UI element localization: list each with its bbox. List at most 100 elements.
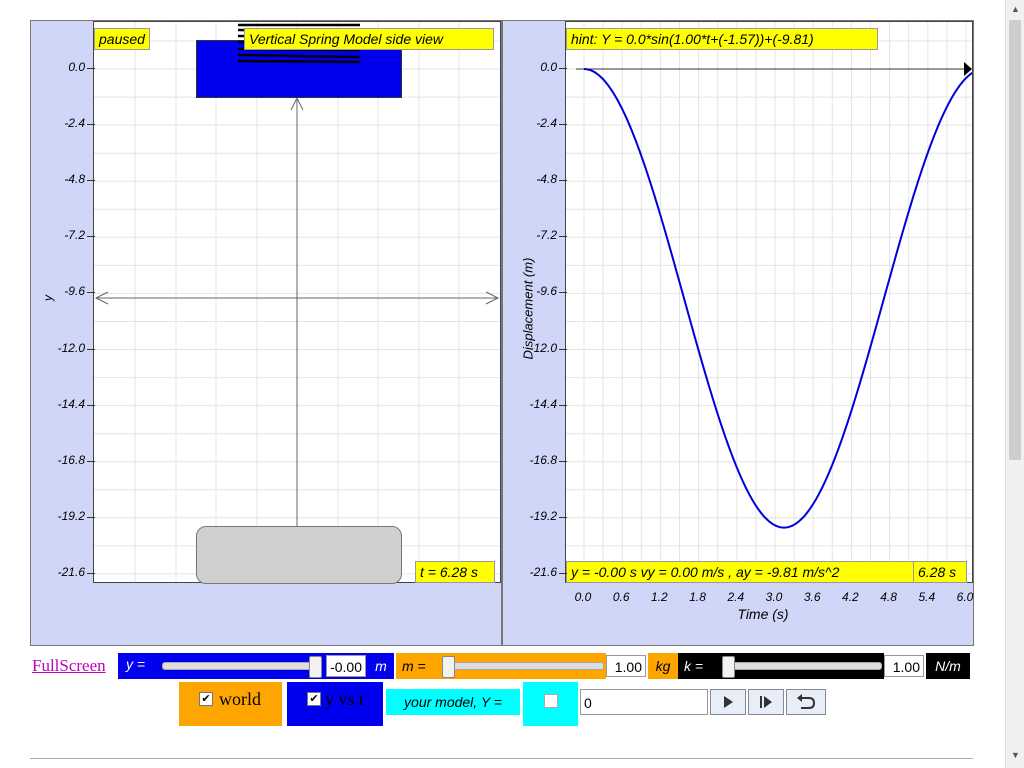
ground-block: [196, 526, 402, 584]
y-tick-mark: [87, 68, 95, 69]
scroll-down-icon[interactable]: ▼: [1011, 750, 1020, 760]
graph-x-axis-label: Time (s): [737, 606, 789, 622]
y-tick-label: -9.6: [536, 284, 557, 299]
y-tick-label: -4.8: [64, 172, 85, 187]
y-tick-mark: [87, 236, 95, 238]
x-tick-label: 0.6: [612, 590, 630, 604]
m-unit: kg: [648, 653, 678, 679]
scroll-up-icon[interactable]: ▲: [1011, 4, 1020, 14]
motion-readout: y = -0.00 s vy = 0.00 m/s , ay = -9.81 m…: [566, 561, 914, 583]
x-tick-label: 6.0: [956, 590, 974, 604]
step-icon: [760, 696, 772, 708]
y-tick-mark: [87, 404, 95, 406]
world-y-axis-label: y: [41, 295, 55, 301]
x-tick-label: 2.4: [727, 590, 745, 604]
y-tick-mark: [87, 460, 95, 462]
world-checkbox[interactable]: ✔: [199, 692, 213, 706]
reset-button[interactable]: [786, 689, 826, 715]
y-tick-label: -4.8: [536, 172, 557, 187]
y-tick-label: 0.0: [68, 60, 85, 74]
yvst-toggle[interactable]: ✔ y vs t: [287, 682, 383, 726]
x-tick-label: 0.0: [574, 590, 592, 604]
x-tick-label: 3.0: [765, 590, 783, 604]
time-readout: 6.28 s: [913, 561, 967, 583]
world-plot-area[interactable]: paused Vertical Spring Model side view t…: [93, 21, 501, 584]
yvst-checkbox[interactable]: ✔: [307, 692, 321, 706]
y-tick-label: -7.2: [536, 228, 557, 243]
model-checkbox[interactable]: [544, 694, 558, 708]
y-tick-mark: [559, 460, 567, 462]
x-tick-label: 5.4: [918, 590, 936, 604]
k-unit: N/m: [926, 653, 970, 679]
y-slider-thumb[interactable]: [309, 656, 322, 678]
scroll-thumb[interactable]: [1009, 20, 1021, 460]
y-tick-label: -21.6: [57, 564, 85, 579]
play-button[interactable]: [710, 689, 746, 715]
k-slider-track[interactable]: [722, 662, 882, 670]
reset-icon: [797, 694, 816, 709]
graph-panel: hint: Y = 0.0*sin(1.00*t+(-1.57))+(-9.81…: [502, 20, 974, 646]
k-value-field[interactable]: 1.00: [884, 655, 924, 677]
y-tick-mark: [559, 572, 567, 574]
m-slider-thumb[interactable]: [442, 656, 455, 678]
status-label: paused: [94, 28, 150, 50]
y-tick-mark: [559, 404, 567, 406]
y-tick-label: -12.0: [529, 340, 557, 355]
page-scrollbar[interactable]: ▲ ▼: [1005, 0, 1024, 768]
graph-y-axis-label: Displacement (m): [520, 257, 536, 360]
time-label: t = 6.28 s: [415, 561, 495, 583]
y-tick-label: -7.2: [64, 228, 85, 243]
world-title: Vertical Spring Model side view: [244, 28, 494, 50]
y-tick-mark: [87, 348, 95, 350]
bottom-divider: [30, 758, 973, 759]
y-tick-label: -16.8: [529, 452, 557, 467]
y-tick-mark: [559, 348, 567, 350]
fullscreen-link[interactable]: FullScreen: [32, 656, 106, 675]
y-tick-mark: [559, 516, 567, 518]
model-input[interactable]: 0: [580, 689, 708, 715]
y-tick-mark: [87, 292, 95, 294]
y-tick-mark: [559, 292, 567, 294]
y-tick-label: -21.6: [529, 564, 557, 579]
y-tick-label: -14.4: [57, 396, 85, 411]
y-tick-label: -14.4: [529, 396, 557, 411]
m-slider-track[interactable]: [442, 662, 604, 670]
graph-plot-area[interactable]: hint: Y = 0.0*sin(1.00*t+(-1.57))+(-9.81…: [565, 21, 973, 583]
y-tick-mark: [87, 124, 95, 126]
y-tick-mark: [559, 236, 567, 238]
yvst-label: y vs t: [325, 689, 365, 709]
y-label: y =: [126, 656, 146, 672]
y-tick-label: -2.4: [64, 116, 85, 131]
play-icon: [724, 696, 733, 708]
series-line-displacement: [583, 68, 972, 529]
step-button[interactable]: [748, 689, 784, 715]
m-label: m =: [396, 653, 438, 679]
world-toggle[interactable]: ✔ world: [179, 682, 282, 726]
y-tick-label: -19.2: [529, 508, 557, 523]
graph-marker: [964, 62, 972, 76]
y-tick-mark: [559, 180, 567, 182]
y-tick-mark: [87, 572, 95, 574]
y-value-field[interactable]: -0.00: [326, 655, 366, 677]
m-value-field[interactable]: 1.00: [606, 655, 646, 677]
y-tick-mark: [559, 68, 567, 69]
x-tick-label: 3.6: [803, 590, 821, 604]
graph-svg: [566, 22, 972, 582]
y-tick-mark: [87, 180, 95, 182]
y-tick-label: -9.6: [64, 284, 85, 299]
world-label: world: [219, 689, 261, 709]
model-label: your model, Y =: [386, 689, 520, 715]
x-tick-label: 4.8: [880, 590, 897, 604]
y-tick-label: 0.0: [540, 60, 557, 74]
k-label: k =: [678, 653, 718, 679]
y-tick-label: -19.2: [57, 508, 85, 523]
y-unit: m: [368, 653, 394, 679]
y-tick-label: -16.8: [57, 452, 85, 467]
x-tick-label: 1.2: [651, 590, 668, 604]
x-tick-label: 1.8: [689, 590, 706, 604]
model-toggle[interactable]: [523, 682, 578, 726]
y-tick-label: -2.4: [536, 116, 557, 131]
y-slider-track[interactable]: [162, 662, 322, 670]
y-tick-mark: [87, 516, 95, 518]
k-slider-thumb[interactable]: [722, 656, 735, 678]
